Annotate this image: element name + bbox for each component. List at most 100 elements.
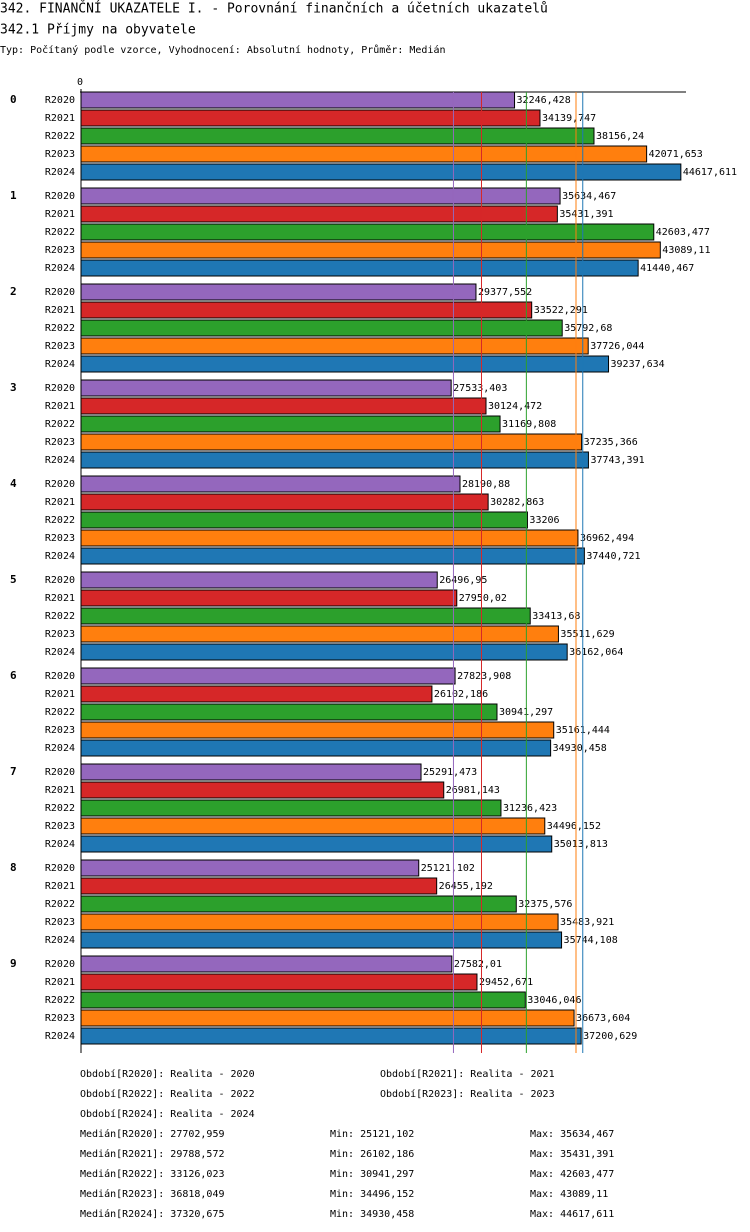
bar [80,301,533,319]
value-label: 33413,68 [532,611,580,622]
value-label: 35744,108 [564,935,618,946]
bar [80,433,583,451]
group-label: 1 [10,189,17,202]
series-label: R2024 [45,1031,75,1042]
bar [80,667,456,685]
max-stat: Max: 44617,611 [530,1209,614,1220]
value-label: 37200,629 [583,1031,637,1042]
value-label: 34930,458 [553,743,607,754]
value-label: 42603,477 [656,227,710,238]
value-label: 32246,428 [517,95,571,106]
period-label: Období[R2021]: Realita - 2021 [380,1068,555,1080]
series-label: R2023 [45,821,75,832]
group-label: 9 [10,957,17,970]
series-label: R2020 [45,671,75,682]
value-label: 33206 [529,515,559,526]
series-label: R2023 [45,341,75,352]
chart-info: Typ: Počítaný podle vzorce, Vyhodnocení:… [0,44,446,56]
series-label: R2021 [45,785,75,796]
series-label: R2023 [45,149,75,160]
value-label: 34496,152 [547,821,601,832]
value-label: 27582,01 [454,959,502,970]
series-label: R2020 [45,863,75,874]
value-label: 33522,291 [534,305,588,316]
series-label: R2023 [45,917,75,928]
period-label: Období[R2020]: Realita - 2020 [80,1068,255,1080]
value-label: 36962,494 [580,533,634,544]
series-label: R2023 [45,629,75,640]
value-label: 35792,68 [564,323,612,334]
bar [80,283,477,301]
median-stat: Medián[R2020]: 27702,959 [80,1128,225,1140]
value-label: 39237,634 [611,359,665,370]
chart-subtitle: 342.1 Příjmy na obyvatele [0,23,196,38]
value-label: 35431,391 [559,209,613,220]
bar [80,625,559,643]
bar [80,223,655,241]
series-label: R2020 [45,479,75,490]
value-label: 37743,391 [590,455,644,466]
bar [80,643,568,661]
series-label: R2024 [45,263,75,274]
group-label: 3 [10,381,17,394]
series-label: R2023 [45,533,75,544]
bar [80,763,422,781]
series-label: R2022 [45,803,75,814]
bar [80,895,517,913]
value-label: 37726,044 [590,341,644,352]
series-label: R2021 [45,113,75,124]
bar [80,739,552,757]
bar [80,931,563,949]
value-label: 44617,611 [683,167,737,178]
series-label: R2021 [45,209,75,220]
value-label: 34139,747 [542,113,596,124]
median-stat: Medián[R2023]: 36818,049 [80,1188,225,1200]
value-label: 29452,671 [479,977,533,988]
bar [80,607,531,625]
bar [80,319,563,337]
bar [80,859,420,877]
bar [80,379,452,397]
value-label: 27823,908 [457,671,511,682]
series-label: R2020 [45,95,75,106]
series-label: R2023 [45,1013,75,1024]
value-label: 31236,423 [503,803,557,814]
bar [80,259,639,277]
series-label: R2022 [45,515,75,526]
value-label: 43089,11 [662,245,710,256]
max-stat: Max: 43089,11 [530,1189,608,1200]
group-label: 6 [10,669,17,682]
value-label: 31169,808 [502,419,556,430]
value-label: 41440,467 [640,263,694,274]
bar [80,337,589,355]
bar [80,475,461,493]
group-label: 8 [10,861,17,874]
bar [80,397,487,415]
value-label: 36673,604 [576,1013,630,1024]
value-label: 37440,721 [586,551,640,562]
series-label: R2020 [45,383,75,394]
series-label: R2021 [45,593,75,604]
series-label: R2024 [45,935,75,946]
series-label: R2022 [45,899,75,910]
group-label: 4 [10,477,17,490]
value-label: 27950,02 [459,593,507,604]
value-label: 35483,921 [560,917,614,928]
period-label: Období[R2023]: Realita - 2023 [380,1088,555,1100]
series-label: R2024 [45,743,75,754]
series-label: R2022 [45,323,75,334]
bar [80,913,559,931]
x-tick-label: 0 [77,77,83,88]
median-stat: Medián[R2024]: 37320,675 [80,1208,225,1220]
series-label: R2022 [45,995,75,1006]
series-label: R2020 [45,191,75,202]
bar [80,205,558,223]
group-label: 7 [10,765,17,778]
value-label: 27533,403 [453,383,507,394]
period-label: Období[R2022]: Realita - 2022 [80,1088,255,1100]
bar [80,721,555,739]
series-label: R2021 [45,977,75,988]
bar [80,817,546,835]
bar [80,991,526,1009]
bar [80,571,438,589]
